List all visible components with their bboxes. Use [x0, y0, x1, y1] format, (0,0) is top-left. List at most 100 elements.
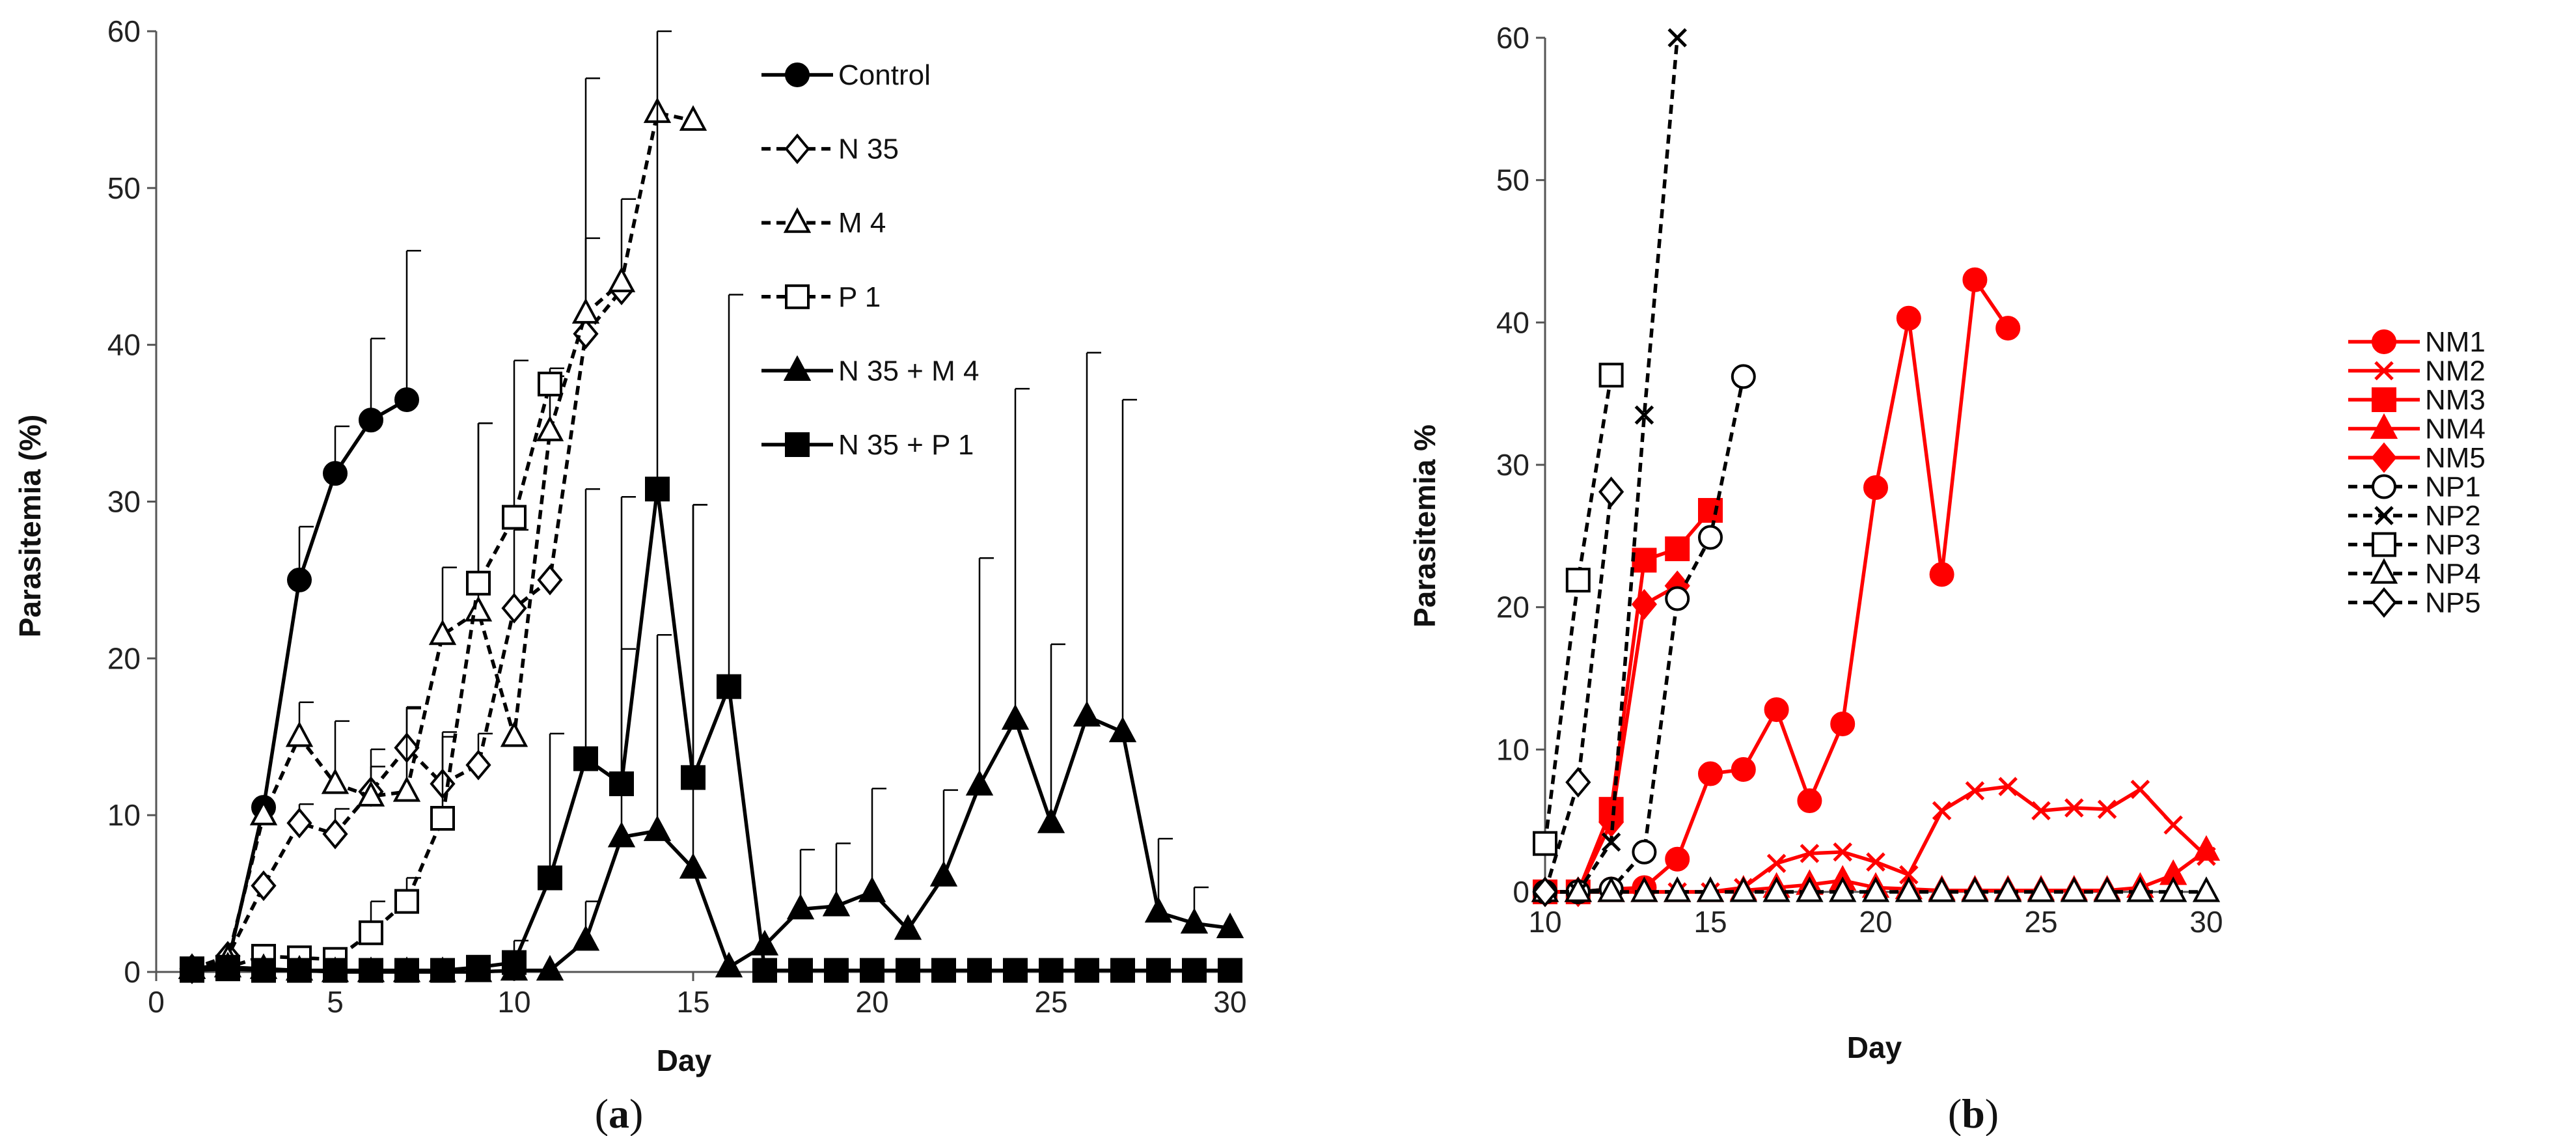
data-point: [249, 799, 278, 825]
data-point: [965, 769, 994, 796]
data-point: [1800, 844, 1820, 863]
data-point: [931, 958, 956, 983]
legend-entry: NP5: [2348, 587, 2481, 619]
data-point: [1863, 475, 1888, 500]
data-point: [2093, 876, 2121, 902]
y-tick-label: 50: [107, 171, 141, 205]
data-point: [502, 950, 527, 975]
legend-a: Control N 35 M 4 P 1 N 35 + M 4 N 35 + P 1: [761, 59, 979, 461]
y-tick-label: 60: [1496, 21, 1529, 55]
data-point: [1632, 839, 1657, 865]
data-point: [394, 387, 419, 412]
x-axis-title-a: Day: [657, 1044, 712, 1077]
legend-label: N 35 + P 1: [838, 429, 974, 461]
series-m-4: [178, 77, 707, 979]
panel-label-b: (b): [1948, 1090, 1999, 1136]
y-tick-label: 10: [107, 798, 141, 832]
data-point: [1216, 912, 1244, 939]
data-point: [788, 958, 813, 983]
data-point: [1039, 958, 1063, 983]
series-line: [1543, 492, 1613, 893]
legend-entry: NP4: [2348, 558, 2481, 590]
data-point: [465, 749, 491, 781]
x-tick-label: 10: [1528, 905, 1561, 939]
data-point: [1764, 697, 1789, 723]
data-point: [1565, 568, 1591, 593]
data-point: [1994, 876, 2022, 902]
data-point: [1182, 958, 1207, 983]
y-axis-title-a: Parasitemia (%): [13, 415, 47, 638]
data-point: [679, 105, 707, 131]
data-point: [1796, 876, 1824, 902]
legend-label: NM5: [2425, 442, 2486, 474]
data-point: [1597, 876, 1625, 902]
legend-label: M 4: [838, 207, 886, 239]
legend-label: P 1: [838, 281, 881, 313]
data-point: [392, 776, 421, 802]
chart-panel-b: Parasitemia % Day (b) 10 15 20 25 3001020304…: [1408, 21, 2486, 1136]
data-point: [1631, 589, 1658, 620]
data-point: [1830, 711, 1856, 736]
legend-entry: NM5: [2348, 442, 2486, 474]
legend-label: Control: [838, 59, 931, 91]
data-point: [571, 925, 600, 951]
data-point: [537, 564, 563, 596]
data-point: [1144, 896, 1173, 923]
y-tick-label: 60: [107, 14, 141, 48]
data-point: [1731, 364, 1756, 389]
data-point: [2031, 801, 2051, 821]
y-tick-label: 0: [124, 955, 141, 989]
data-point: [428, 619, 457, 645]
x-tick-label: 5: [327, 985, 344, 1019]
series-np5: [1532, 477, 1624, 907]
data-point: [1037, 807, 1065, 833]
data-point: [643, 815, 672, 841]
data-point: [285, 721, 314, 747]
legend-entry: NM4: [2348, 413, 2486, 445]
legend-marker: [2370, 413, 2398, 439]
data-point: [359, 920, 383, 945]
legend-marker: [2370, 558, 2398, 584]
y-tick-label: 20: [107, 641, 141, 675]
data-point: [1073, 700, 1101, 727]
data-point: [1564, 876, 1592, 902]
data-point: [1928, 876, 1956, 902]
data-point: [2064, 798, 2084, 818]
data-point: [2159, 876, 2187, 902]
x-tick-label: 20: [855, 985, 888, 1019]
legend-label: NP5: [2425, 587, 2481, 619]
data-point: [1895, 876, 1923, 902]
data-point: [2027, 876, 2055, 902]
data-point: [967, 958, 992, 983]
data-point: [1075, 958, 1099, 983]
data-point: [1601, 832, 1621, 852]
data-point: [1833, 842, 1852, 862]
data-point: [822, 891, 851, 917]
x-tick-label: 15: [1693, 905, 1727, 939]
chart-panel-a: Parasitemia (%) Day (a) 0 5 10 15 20 25 30 0 10 2…: [13, 14, 1247, 1136]
data-point: [1630, 876, 1658, 902]
data-point: [215, 956, 240, 982]
data-point: [1698, 761, 1723, 786]
data-point: [1634, 405, 1654, 425]
data-point: [1218, 958, 1242, 983]
data-point: [1861, 876, 1890, 902]
data-point: [359, 958, 383, 983]
data-point: [2130, 779, 2150, 799]
legend-label: NM4: [2425, 413, 2486, 445]
data-point: [858, 876, 886, 902]
legend-marker: [2374, 506, 2394, 525]
data-point: [1003, 958, 1028, 983]
legend-entry: NP2: [2348, 500, 2481, 532]
series-group-a: [178, 30, 1244, 984]
x-tick-label: 20: [1859, 905, 1892, 939]
legend-entry: NP3: [2348, 529, 2481, 561]
legend-marker: [2374, 361, 2394, 381]
data-point: [536, 954, 564, 981]
legend-marker: [785, 432, 810, 457]
data-point: [500, 721, 528, 747]
data-point: [1533, 831, 1557, 856]
data-point: [2060, 876, 2088, 902]
